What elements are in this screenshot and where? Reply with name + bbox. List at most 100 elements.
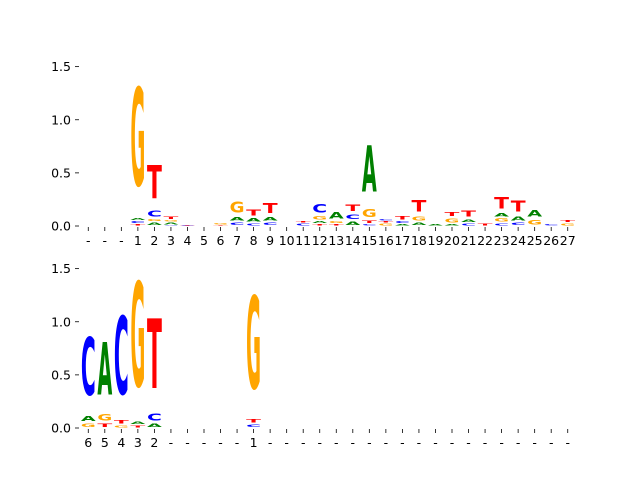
x-tick-label: 2: [150, 435, 158, 450]
x-tick-label: -: [169, 435, 174, 450]
x-tick-label: -: [516, 435, 521, 450]
x-tick-label: 8: [250, 233, 258, 248]
x-tick-label: 3: [134, 435, 142, 450]
x-tick-label: 13: [328, 233, 344, 248]
y-tick-label: 0.0: [51, 219, 71, 234]
letter-T: T: [180, 224, 196, 225]
x-tick-label: -: [384, 435, 389, 450]
x-tick-label: 1: [134, 233, 142, 248]
letter-T: T: [312, 224, 328, 226]
x-tick-label: -: [450, 435, 455, 450]
x-tick-label: 27: [560, 233, 576, 248]
x-tick-label: -: [367, 435, 372, 450]
x-tick-label: 6: [84, 435, 92, 450]
letter-A: A: [147, 222, 162, 226]
letter-A: A: [230, 217, 245, 222]
letter-T: T: [345, 202, 361, 213]
letter-C: C: [246, 424, 261, 428]
letter-A: A: [130, 421, 145, 425]
x-tick-label: 11: [295, 233, 311, 248]
letter-A: A: [163, 222, 178, 225]
x-tick-label: 9: [266, 233, 274, 248]
y-tick-label: 1.0: [51, 112, 71, 127]
letter-C: C: [246, 223, 261, 226]
x-tick-label: 5: [200, 233, 208, 248]
letter-C: C: [147, 411, 162, 423]
letter-A: A: [263, 217, 278, 222]
x-tick-label: 22: [477, 233, 493, 248]
letter-A: A: [246, 218, 261, 223]
x-tick-label: -: [86, 233, 91, 248]
letter-T: T: [445, 211, 460, 218]
letter-T: T: [147, 157, 162, 209]
letter-T: T: [263, 201, 279, 217]
letter-G: G: [378, 223, 393, 226]
letter-C: C: [494, 223, 509, 226]
letter-C: C: [395, 221, 410, 224]
x-tick-label: 19: [428, 233, 444, 248]
x-tick-label: 20: [444, 233, 460, 248]
letter-T: T: [114, 419, 129, 424]
letter-G: G: [97, 413, 112, 423]
letter-C: C: [544, 224, 559, 226]
letter-T: T: [511, 198, 526, 216]
letter-C: C: [230, 222, 245, 226]
letter-G: G: [445, 218, 460, 224]
x-tick-label: 4: [117, 435, 125, 450]
letter-A: A: [312, 221, 327, 224]
x-tick-label: -: [532, 435, 537, 450]
letter-T: T: [395, 215, 410, 220]
x-tick-label: -: [301, 435, 306, 450]
x-tick-label: 15: [361, 233, 377, 248]
x-tick-label: 3: [167, 233, 175, 248]
letter-G: G: [527, 219, 542, 226]
letter-T: T: [461, 209, 477, 218]
letter-G: G: [130, 61, 145, 218]
letter-T: T: [246, 208, 262, 217]
letter-T: T: [163, 215, 178, 219]
letter-C: C: [130, 221, 145, 224]
x-tick-label: -: [218, 435, 223, 450]
y-tick-label: 0.0: [51, 421, 71, 436]
letter-A: A: [527, 208, 542, 219]
letter-A: A: [329, 210, 344, 221]
x-tick-label: 1: [250, 435, 258, 450]
x-tick-label: -: [317, 435, 322, 450]
y-tick-label: 0.5: [51, 367, 71, 382]
letter-A: A: [428, 224, 443, 226]
letter-G: G: [230, 198, 245, 216]
letter-G: G: [114, 425, 129, 428]
x-tick-label: 23: [494, 233, 510, 248]
x-tick-label: 16: [378, 233, 394, 248]
letter-G: G: [312, 216, 327, 221]
x-axis-top: - - -1 2 3 4 5 6 7 8 9 10 11 12 13 14 15 16 17 18 19 20 21 22 23…: [86, 227, 576, 248]
letter-T: T: [329, 224, 345, 226]
letter-T: T: [147, 301, 162, 411]
letter-C: C: [362, 224, 377, 226]
letter-T: T: [130, 425, 145, 428]
letter-A: A: [81, 415, 97, 423]
letter-G: G: [329, 221, 344, 224]
x-tick-label: -: [433, 435, 438, 450]
x-tick-label: 6: [217, 233, 225, 248]
letter-G: G: [411, 216, 426, 222]
x-tick-label: 10: [279, 233, 295, 248]
letter-T: T: [362, 220, 377, 224]
letter-T: T: [97, 423, 112, 428]
x-tick-label: -: [268, 435, 273, 450]
x-tick-label: -: [499, 435, 504, 450]
letter-C: C: [263, 222, 278, 226]
letter-A: A: [395, 224, 410, 226]
letter-A: A: [362, 133, 377, 207]
x-tick-label: -: [400, 435, 405, 450]
x-tick-label: 26: [543, 233, 559, 248]
x-tick-label: -: [119, 233, 124, 248]
x-tick-label: 5: [101, 435, 109, 450]
letter-T: T: [478, 223, 493, 226]
y-tick-label: 1.0: [51, 314, 71, 329]
x-tick-label: -: [565, 435, 570, 450]
letter-C: C: [511, 222, 526, 226]
